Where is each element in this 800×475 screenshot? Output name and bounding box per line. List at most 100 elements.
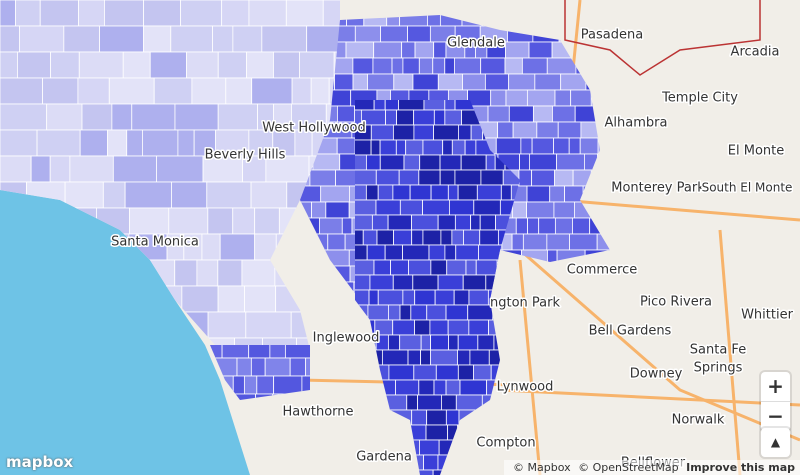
tract: [365, 154, 381, 171]
tract: [410, 304, 428, 321]
tract: [480, 169, 504, 186]
tract: [473, 199, 501, 216]
place-label: West Hollywood: [262, 121, 366, 136]
tract: [444, 109, 462, 126]
tract: [430, 334, 449, 351]
tract: [457, 334, 479, 351]
tract: [447, 184, 459, 201]
tract: [473, 364, 492, 381]
tract: [254, 207, 280, 235]
tract: [369, 274, 394, 291]
place-label: Gardena: [356, 450, 412, 465]
tract: [520, 137, 533, 155]
tract: [63, 25, 100, 53]
tract: [475, 259, 498, 276]
tract: [460, 154, 487, 171]
attribution-item[interactable]: © OpenStreetMap: [578, 461, 679, 474]
tract: [426, 304, 447, 321]
tract: [381, 349, 409, 366]
tract: [407, 349, 422, 366]
tract: [78, 51, 124, 79]
tract: [407, 25, 431, 43]
tract: [379, 139, 397, 156]
tract: [99, 25, 144, 53]
tract: [515, 217, 528, 235]
attribution-item[interactable]: © Mapbox: [513, 461, 571, 474]
tract: [418, 169, 441, 186]
tract: [46, 103, 83, 131]
tract: [538, 217, 556, 235]
tract: [285, 0, 324, 27]
place-label: Pasadena: [581, 28, 643, 43]
place-label: Springs: [694, 361, 743, 376]
tract: [311, 201, 327, 219]
zoom-in[interactable]: +: [761, 372, 790, 402]
compass[interactable]: ▲: [770, 435, 781, 449]
tract: [392, 274, 414, 291]
tract: [455, 244, 479, 261]
compass-control: ▲: [761, 428, 790, 457]
tract: [368, 289, 379, 306]
tract: [225, 77, 253, 105]
tract: [522, 233, 548, 251]
tract: [392, 319, 415, 336]
tract: [393, 73, 414, 91]
tract: [341, 217, 353, 235]
place-label: Arcadia: [731, 45, 780, 60]
tract: [246, 51, 274, 79]
place-label: Downey: [630, 367, 683, 382]
tract: [186, 51, 219, 79]
tract: [531, 137, 554, 155]
logo[interactable]: mapbox: [6, 453, 74, 471]
tract: [435, 364, 459, 381]
tract: [485, 154, 496, 171]
tract: [388, 364, 415, 381]
tract: [212, 25, 234, 53]
tract: [433, 124, 459, 141]
tract: [534, 73, 562, 91]
attribution-item[interactable]: Improve this map: [686, 461, 795, 474]
tract: [505, 41, 530, 59]
tract: [217, 259, 243, 287]
tract: [102, 181, 126, 209]
tract: [401, 41, 416, 59]
tract: [409, 184, 432, 201]
tract: [377, 184, 394, 201]
zoom-out[interactable]: −: [767, 404, 784, 428]
tract: [149, 51, 187, 79]
tract: [81, 103, 113, 131]
tract: [79, 129, 108, 157]
tract: [495, 137, 522, 155]
place-label: Whittier: [741, 308, 794, 323]
tract: [196, 259, 219, 287]
tract: [454, 169, 482, 186]
tract: [371, 214, 389, 231]
tract: [403, 154, 421, 171]
tract: [412, 73, 439, 91]
tract: [528, 41, 553, 59]
tract: [419, 154, 441, 171]
tract: [225, 393, 257, 400]
tract: [464, 139, 477, 156]
tract: [447, 319, 470, 336]
tract: [451, 229, 464, 246]
tract: [243, 375, 258, 395]
tract: [411, 469, 434, 475]
tract: [245, 311, 292, 339]
tract: [554, 217, 573, 235]
tract: [392, 124, 415, 141]
tract: [232, 25, 263, 53]
tract: [15, 0, 41, 27]
place-label: Compton: [476, 436, 535, 451]
tract: [232, 207, 256, 235]
tract: [434, 289, 455, 306]
tract: [191, 77, 227, 105]
tract: [406, 394, 419, 411]
tract: [112, 155, 157, 183]
tract: [412, 274, 439, 291]
tract: [318, 217, 343, 235]
tract: [0, 129, 38, 157]
tract: [217, 103, 258, 131]
tract: [375, 199, 401, 216]
